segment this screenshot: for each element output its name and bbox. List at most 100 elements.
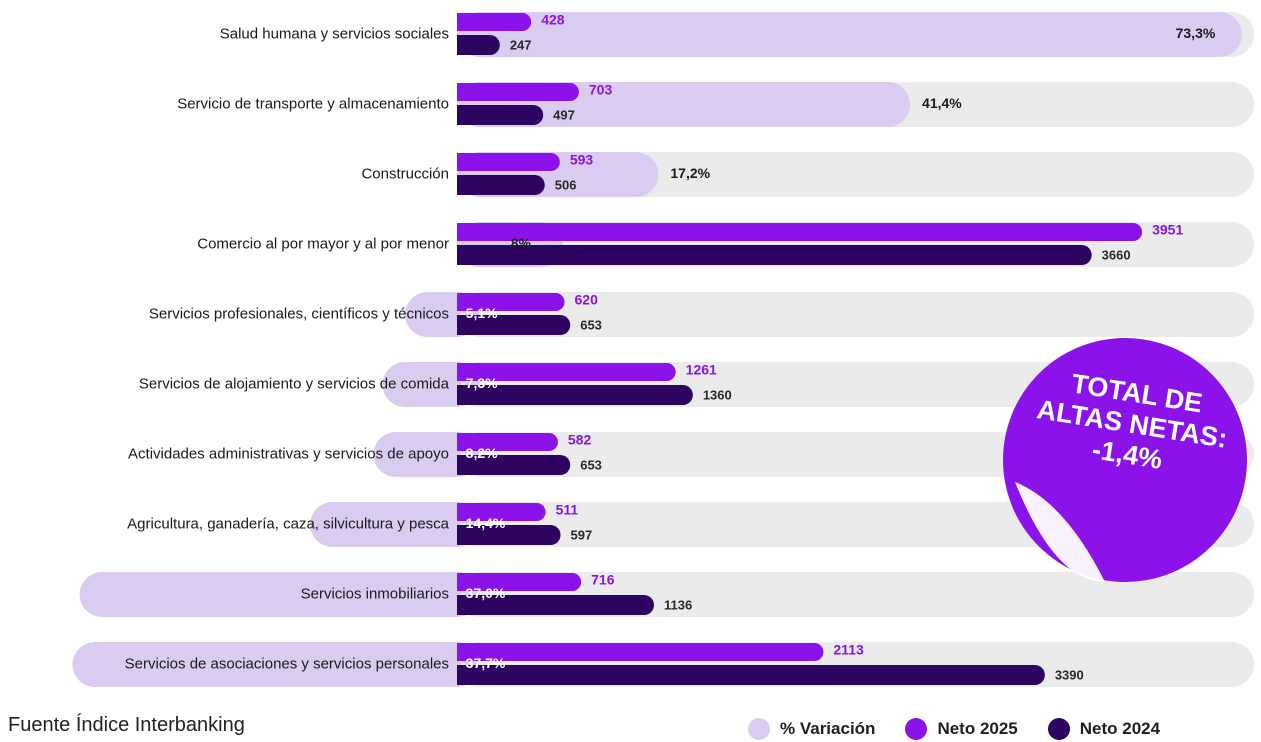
bar-2024-cap-9 <box>457 665 467 685</box>
bar-2024-cap-7 <box>457 525 467 545</box>
category-label-4: Servicios profesionales, científicos y t… <box>149 305 449 322</box>
track-8 <box>457 572 1254 617</box>
value-2025-8: 716 <box>591 572 615 588</box>
source-note: Fuente Índice Interbanking <box>8 714 245 736</box>
value-2024-1: 497 <box>553 107 575 122</box>
bar-2025-cap-9 <box>457 643 467 661</box>
bar-2025-cap-7 <box>457 503 467 521</box>
category-label-6: Actividades administrativas y servicios … <box>128 445 449 462</box>
legend: % Variación Neto 2025 Neto 2024 <box>748 718 1160 740</box>
sticker-curl <box>1015 482 1105 582</box>
bar-2025-1 <box>457 83 579 101</box>
value-2024-7: 597 <box>571 527 593 542</box>
category-label-3: Comercio al por mayor y al por menor <box>197 235 449 252</box>
bar-2024-0 <box>457 35 500 55</box>
bar-2025-6 <box>457 433 558 451</box>
variation-label-6: -8,2% <box>461 445 498 461</box>
bar-2025-7 <box>457 503 546 521</box>
bar-2025-cap-5 <box>457 363 467 381</box>
bar-2024-cap-6 <box>457 455 467 475</box>
bar-2025-cap-6 <box>457 433 467 451</box>
bar-2024-cap-3 <box>457 245 467 265</box>
category-label-8: Servicios inmobiliarios <box>301 585 449 602</box>
bar-2024-4 <box>457 315 571 335</box>
bar-2024-cap-8 <box>457 595 467 615</box>
bar-2024-9 <box>457 665 1045 685</box>
bar-2025-cap-3 <box>457 223 467 241</box>
variation-label-0: 73,3% <box>1176 25 1216 41</box>
bar-2024-cap-0 <box>457 35 467 55</box>
bar-2025-cap-1 <box>457 83 467 101</box>
value-2025-3: 3951 <box>1152 222 1183 238</box>
legend-swatch-neto2025 <box>905 718 928 740</box>
bar-2025-5 <box>457 363 676 381</box>
category-label-0: Salud humana y servicios sociales <box>220 25 449 42</box>
bar-2025-cap-2 <box>457 153 467 171</box>
variation-pill-8 <box>79 572 480 617</box>
legend-item-neto2024: Neto 2024 <box>1047 718 1161 740</box>
variation-label-2: 17,2% <box>670 165 710 181</box>
variation-label-1: 41,4% <box>922 95 962 111</box>
value-2024-3: 3660 <box>1102 247 1131 262</box>
value-2024-9: 3390 <box>1055 667 1084 682</box>
value-2025-4: 620 <box>575 292 599 308</box>
legend-swatch-neto2024 <box>1047 718 1070 740</box>
category-label-5: Servicios de alojamiento y servicios de … <box>139 375 450 392</box>
bar-2025-2 <box>457 153 560 171</box>
bar-2024-cap-4 <box>457 315 467 335</box>
bar-2024-8 <box>457 595 654 615</box>
bar-2025-9 <box>457 643 824 661</box>
bar-2024-1 <box>457 105 544 125</box>
value-2024-6: 653 <box>580 457 602 472</box>
track-4 <box>457 292 1254 337</box>
category-label-7: Agricultura, ganadería, caza, silvicultu… <box>127 515 449 532</box>
bar-2024-6 <box>457 455 571 475</box>
bar-2025-0 <box>457 13 532 31</box>
bar-2024-2 <box>457 175 545 195</box>
variation-label-5: -7,3% <box>461 375 498 391</box>
variation-pill-9 <box>72 642 480 687</box>
bar-2025-cap-8 <box>457 573 467 591</box>
bar-2024-cap-5 <box>457 385 467 405</box>
category-label-2: Construcción <box>361 165 449 182</box>
bar-2024-3 <box>457 245 1092 265</box>
bar-2025-8 <box>457 573 582 591</box>
value-2024-8: 1136 <box>664 597 692 612</box>
variation-pill-6 <box>373 432 480 477</box>
value-2024-5: 1360 <box>703 387 732 402</box>
bar-2025-cap-0 <box>457 13 467 31</box>
value-2024-4: 653 <box>580 317 602 332</box>
category-label-9: Servicios de asociaciones y servicios pe… <box>125 655 449 672</box>
bar-2025-cap-4 <box>457 293 467 311</box>
total-sticker <box>1003 338 1247 582</box>
value-2024-0: 247 <box>510 37 532 52</box>
value-2025-7: 511 <box>556 502 579 518</box>
value-2025-9: 2113 <box>833 642 864 658</box>
legend-swatch-variation <box>748 718 770 740</box>
variation-label-7: -14,4% <box>461 515 506 531</box>
bar-2024-5 <box>457 385 693 405</box>
legend-item-neto2025: Neto 2025 <box>905 718 1018 740</box>
variation-label-3: 8% <box>511 235 532 251</box>
legend-label-neto2025: Neto 2025 <box>937 719 1018 738</box>
value-2025-2: 593 <box>570 152 594 168</box>
sector-bar-chart: 428 247 73,3% Salud humana y servicios soci… <box>72 12 1254 687</box>
bar-2024-7 <box>457 525 561 545</box>
variation-label-4: -5,1% <box>461 305 498 321</box>
legend-label-neto2024: Neto 2024 <box>1079 719 1161 738</box>
legend-item-variation: % Variación <box>748 718 875 740</box>
value-2024-2: 506 <box>555 177 577 192</box>
variation-label-8: -37,0% <box>461 585 506 601</box>
value-2025-6: 582 <box>568 432 592 448</box>
value-2025-0: 428 <box>541 12 565 28</box>
variation-label-9: -37,7% <box>461 655 506 671</box>
track-2 <box>457 152 1254 197</box>
bar-2025-3 <box>457 223 1143 241</box>
bar-2024-cap-1 <box>457 105 467 125</box>
value-2025-5: 1261 <box>686 362 717 378</box>
bar-2024-cap-2 <box>457 175 467 195</box>
bar-2025-4 <box>457 293 565 311</box>
variation-pill-5 <box>382 362 480 407</box>
value-2025-1: 703 <box>589 82 613 98</box>
variation-pill-0 <box>457 12 1242 57</box>
